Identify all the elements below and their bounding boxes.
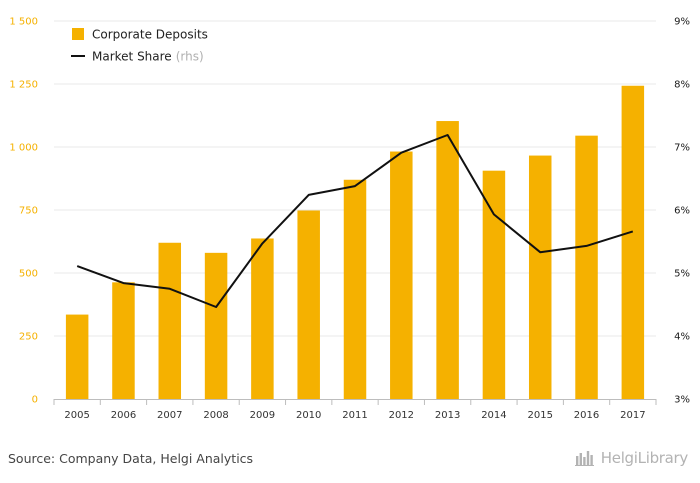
left-axis-tick-label: 750 [19,206,38,217]
left-axis-tick-label: 1 000 [9,143,38,154]
x-axis-tick-label: 2011 [342,410,367,421]
left-axis-tick-label: 1 500 [9,17,38,28]
x-axis-tick-label: 2010 [296,410,321,421]
line-series-market-share [76,134,634,308]
x-axis-tick-label: 2015 [528,410,553,421]
bar-2011 [343,179,367,399]
right-axis-tick-label: 4% [674,332,690,343]
right-axis-tick-label: 8% [674,80,690,91]
x-axis-tick-label: 2005 [64,410,89,421]
left-axis-tick-label: 1 250 [9,80,38,91]
legend-label-market-share-name: Market Share [92,50,172,64]
legend-label-corporate-deposits: Corporate Deposits [92,28,208,42]
right-axis: 3% 4% 5% 6% 7% 8% 9% [674,17,690,406]
legend-label-market-share-unit: (rhs) [176,50,204,64]
bar-2017 [621,85,645,399]
left-axis: 0 250 500 750 1 000 1 250 1 500 [9,17,38,406]
legend-swatch-corporate-deposits [72,28,84,40]
legend-label-market-share: Market Share (rhs) [92,50,204,64]
source-note: Source: Company Data, Helgi Analytics [8,451,254,466]
x-axis-tick-label: 2016 [574,410,599,421]
x-axis-tick-label: 2013 [435,410,460,421]
right-axis-tick-label: 3% [674,395,690,406]
x-axis: 2005 2006 2007 2008 2009 2010 2011 2012 2013 2014… [53,399,657,421]
market-share-line [76,134,634,308]
left-axis-tick-label: 500 [19,269,38,280]
bar-2012 [390,151,413,399]
bar-2014 [482,170,506,399]
bar-2013 [436,121,459,399]
right-axis-tick-label: 5% [674,269,690,280]
right-axis-tick-label: 7% [674,143,690,154]
bar-2015 [528,155,552,399]
helgi-library-logo-icon [574,451,594,466]
chart-svg: 0 250 500 750 1 000 1 250 1 500 3% 4% 5% 6% 7% 8% 9%… [9,17,690,422]
x-axis-tick-label: 2014 [481,410,506,421]
bar-2007 [158,242,182,399]
bar-2005 [65,314,89,399]
legend: Corporate Deposits Market Share (rhs) [71,28,208,64]
bar-2006 [112,282,135,399]
bar-2016 [575,135,598,399]
brand-name: HelgiLibrary [600,449,689,467]
x-axis-tick-label: 2009 [250,410,275,421]
bar-series-corporate-deposits [65,85,645,399]
bar-2010 [297,210,320,399]
x-axis-tick-label: 2006 [111,410,136,421]
right-axis-tick-label: 9% [674,17,690,28]
x-axis-tick-label: 2012 [389,410,414,421]
bar-2008 [204,252,228,399]
x-axis-tick-label: 2017 [620,410,645,421]
left-axis-tick-label: 0 [32,395,38,406]
x-axis-tick-label: 2007 [157,410,182,421]
x-axis-tick-label: 2008 [203,410,228,421]
left-axis-tick-label: 250 [19,332,38,343]
brand-logo: HelgiLibrary [574,449,689,467]
right-axis-tick-label: 6% [674,206,690,217]
bar-2009 [251,238,274,399]
